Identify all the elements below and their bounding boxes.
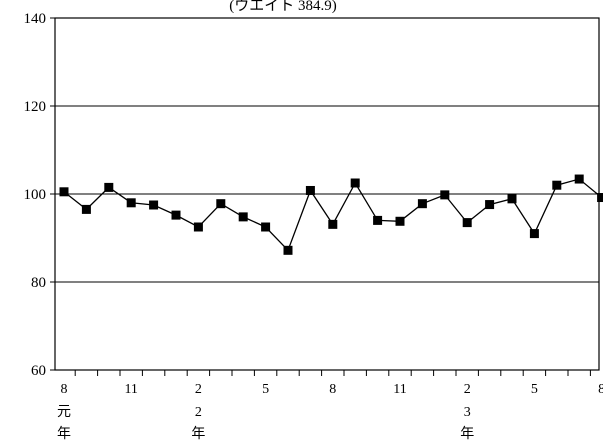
x-era-label: 年 xyxy=(191,426,205,442)
y-tick-labels: 60 80 100 120 140 xyxy=(24,11,47,379)
data-point xyxy=(350,178,360,188)
data-point xyxy=(328,219,338,229)
x-tick-label: 2 xyxy=(464,382,471,397)
x-tick-label: 11 xyxy=(124,382,137,397)
data-point xyxy=(216,199,226,209)
y-tick-label: 60 xyxy=(31,363,46,379)
x-tick-label: 8 xyxy=(598,382,603,397)
x-tick-label: 5 xyxy=(262,382,269,397)
y-tick-label: 100 xyxy=(24,187,47,203)
series-line xyxy=(63,178,603,252)
data-point xyxy=(81,204,91,214)
data-point xyxy=(597,193,603,203)
y-tick-label: 120 xyxy=(24,99,47,115)
data-point xyxy=(238,212,248,222)
x-era-label: 年 xyxy=(57,426,71,442)
data-series xyxy=(59,174,603,255)
x-era-label: 2 xyxy=(195,405,202,420)
x-era-label: 年 xyxy=(460,426,474,442)
data-point xyxy=(462,218,472,228)
data-point xyxy=(574,174,584,184)
data-point xyxy=(149,200,159,210)
data-point xyxy=(104,182,114,192)
data-point xyxy=(395,216,405,226)
data-point xyxy=(283,245,293,255)
x-tick-label: 8 xyxy=(61,382,68,397)
grid-lines xyxy=(55,105,599,283)
data-point xyxy=(193,222,203,232)
data-point xyxy=(126,198,136,208)
x-era-label: 3 xyxy=(464,405,471,420)
data-point xyxy=(440,190,450,200)
data-point xyxy=(59,187,69,197)
data-point xyxy=(552,180,562,190)
x-tick-label: 11 xyxy=(393,382,406,397)
y-tick-label: 80 xyxy=(31,275,46,291)
data-point xyxy=(485,200,495,210)
x-tick-label: 5 xyxy=(531,382,538,397)
y-tick-label: 140 xyxy=(24,11,47,27)
chart-subtitle: (ウエイト 384.9) xyxy=(229,0,337,14)
data-point xyxy=(529,229,539,239)
x-tick-label: 8 xyxy=(329,382,336,397)
data-point xyxy=(373,215,383,225)
data-point xyxy=(261,222,271,232)
data-point xyxy=(305,185,315,195)
data-point xyxy=(507,194,517,204)
x-tick-label: 2 xyxy=(195,382,202,397)
data-point xyxy=(417,199,427,209)
axes xyxy=(50,17,600,376)
data-point xyxy=(171,210,181,220)
x-era-label: 元 xyxy=(57,405,71,420)
